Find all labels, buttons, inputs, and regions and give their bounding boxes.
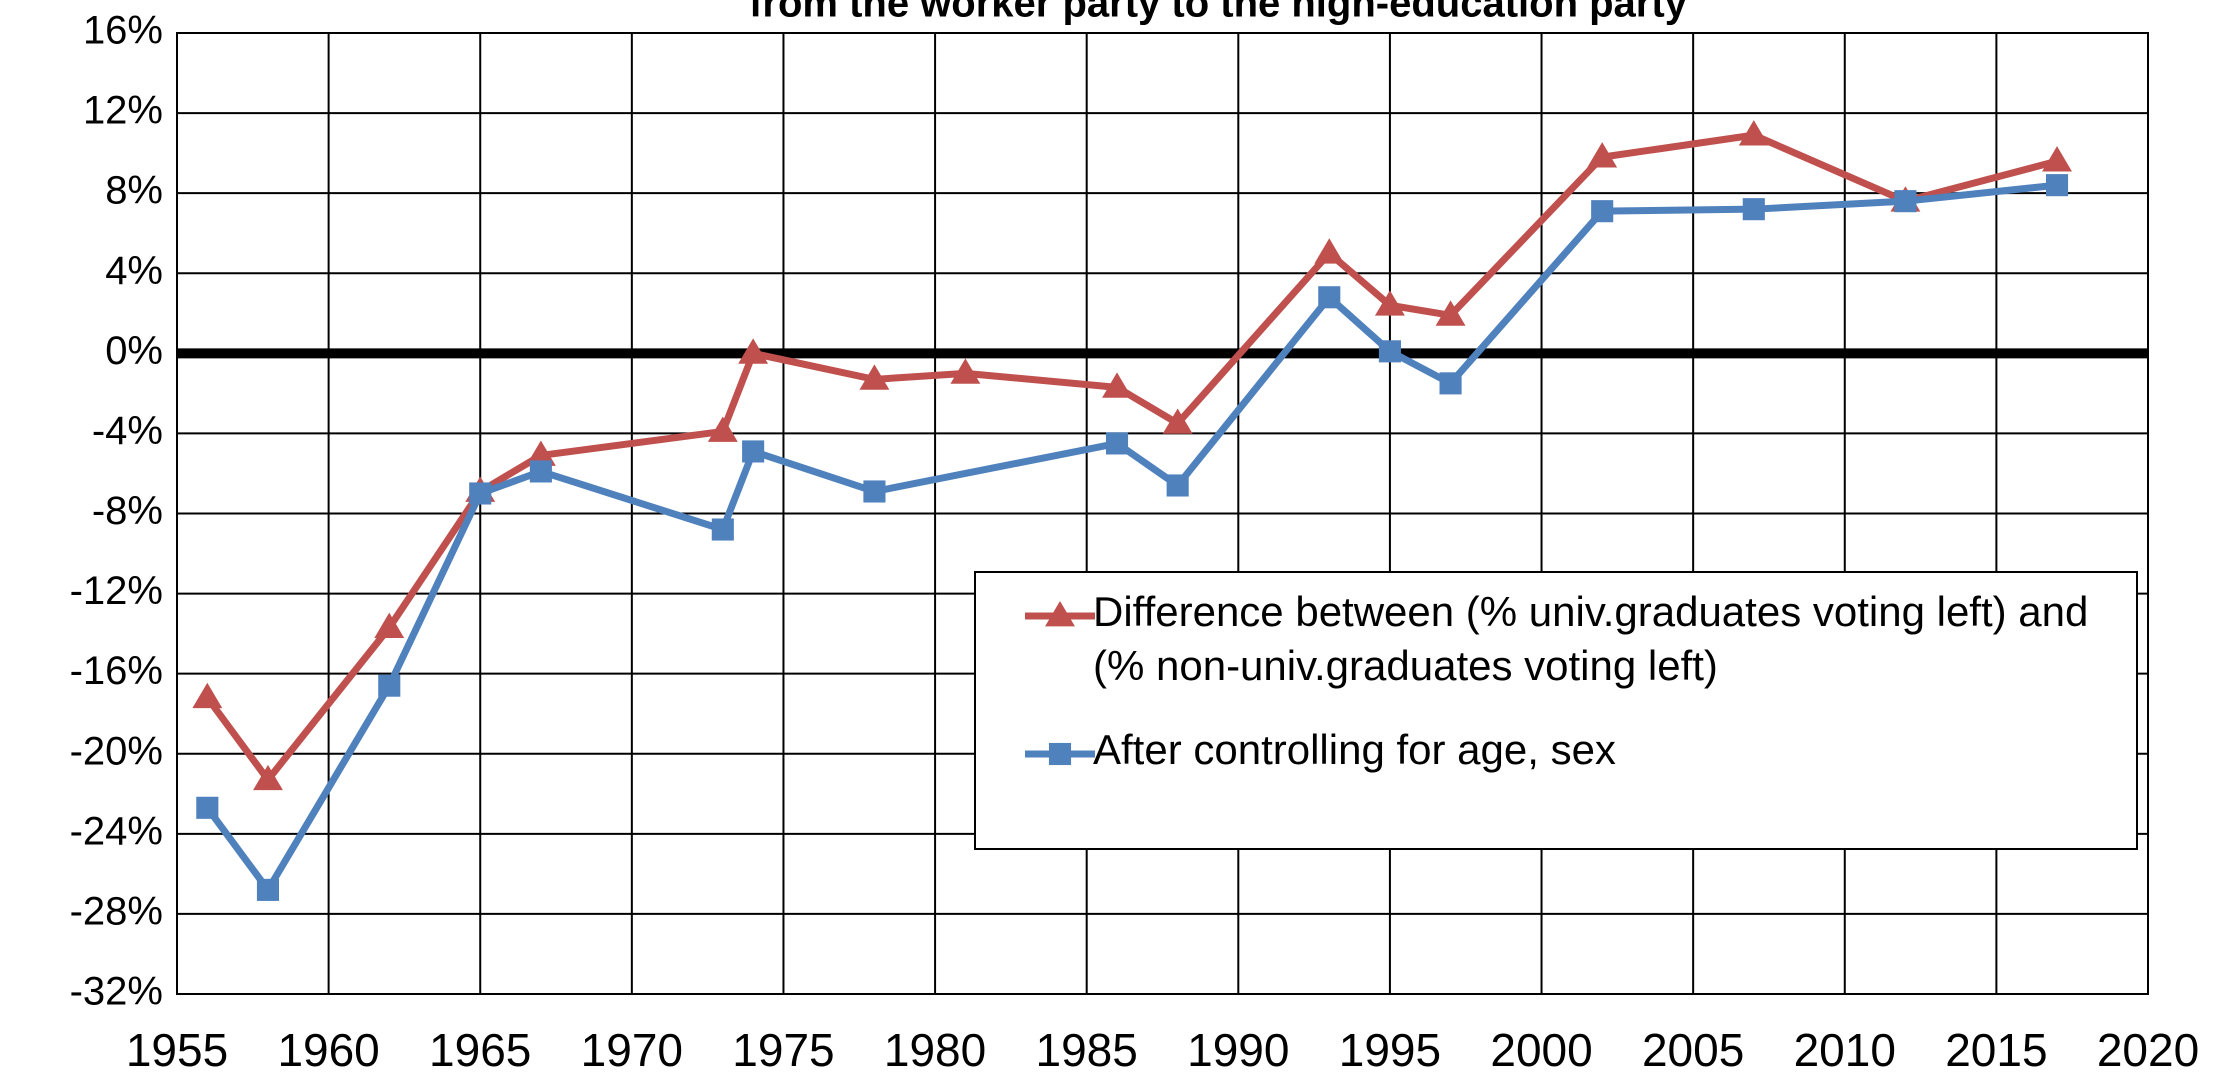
marker [1374, 290, 1405, 316]
legend-marker [1045, 601, 1075, 627]
marker [253, 764, 283, 791]
legend-label: Difference between (% univ.graduates vot… [1093, 588, 2089, 689]
x-tick-label: 1975 [732, 1024, 834, 1076]
x-tick-label: 1980 [884, 1024, 986, 1076]
x-tick-label: 1990 [1187, 1024, 1289, 1076]
marker [378, 674, 401, 697]
legend: Difference between (% univ.graduates vot… [974, 571, 2138, 850]
marker [1102, 372, 1132, 398]
x-tick-label: 2015 [1945, 1024, 2047, 1076]
marker [1314, 238, 1345, 264]
marker [950, 358, 981, 384]
marker [1105, 432, 1129, 455]
y-tick-label: 12% [83, 89, 163, 133]
marker [192, 682, 223, 709]
y-tick-label: 0% [105, 329, 163, 373]
x-tick-label: 1995 [1339, 1024, 1441, 1076]
marker [469, 482, 492, 505]
x-tick-label: 1960 [277, 1024, 379, 1076]
x-tick-label: 1965 [429, 1024, 531, 1076]
marker [711, 518, 734, 541]
y-tick-label: -20% [70, 729, 163, 773]
legend-entry: After controlling for age, sex [1093, 726, 1616, 773]
x-tick-label: 2020 [2097, 1024, 2199, 1076]
marker [1742, 198, 1765, 221]
x-tick-label: 1955 [126, 1024, 228, 1076]
legend-label: After controlling for age, sex [1093, 726, 1616, 773]
x-tick-label: 1970 [581, 1024, 683, 1076]
x-tick-label: 2005 [1642, 1024, 1744, 1076]
marker [374, 612, 405, 639]
marker [1439, 372, 1462, 395]
y-tick-label: 4% [105, 249, 163, 293]
y-tick-label: -16% [70, 649, 163, 693]
x-tick-label: 2010 [1794, 1024, 1896, 1076]
marker [1591, 200, 1614, 223]
y-tick-label: 8% [105, 169, 163, 213]
y-tick-label: 16% [83, 9, 163, 53]
series-line [204, 131, 2058, 784]
marker [2042, 146, 2072, 172]
y-tick-label: -24% [70, 809, 163, 853]
marker [1378, 340, 1401, 363]
marker [738, 338, 769, 364]
marker [1894, 190, 1917, 213]
marker [1435, 300, 1466, 326]
legend-entry: Difference between (% univ.graduates vot… [1093, 588, 2089, 689]
marker [863, 480, 886, 503]
x-tick-label: 1985 [1036, 1024, 1138, 1076]
x-tick-label: 2000 [1490, 1024, 1592, 1076]
plot-border [176, 32, 2149, 995]
y-tick-label: -32% [70, 970, 163, 1014]
y-tick-label: -8% [92, 489, 163, 533]
marker [256, 878, 280, 901]
marker [742, 440, 765, 463]
marker [1166, 474, 1189, 497]
marker [2045, 174, 2069, 197]
y-tick-label: -12% [70, 569, 163, 613]
marker [1738, 120, 1769, 146]
marker [1318, 286, 1341, 309]
marker [529, 460, 552, 483]
marker [859, 364, 890, 390]
legend-marker [1048, 742, 1072, 766]
marker [707, 416, 738, 442]
marker [1587, 142, 1618, 168]
marker [196, 796, 219, 819]
legend-box [974, 571, 2138, 850]
marker [1162, 408, 1193, 434]
y-tick-label: -4% [92, 409, 163, 453]
marker [525, 440, 556, 466]
y-tick-label: -28% [70, 889, 163, 933]
chart-title: from the worker party to the high-educat… [749, 0, 1688, 26]
